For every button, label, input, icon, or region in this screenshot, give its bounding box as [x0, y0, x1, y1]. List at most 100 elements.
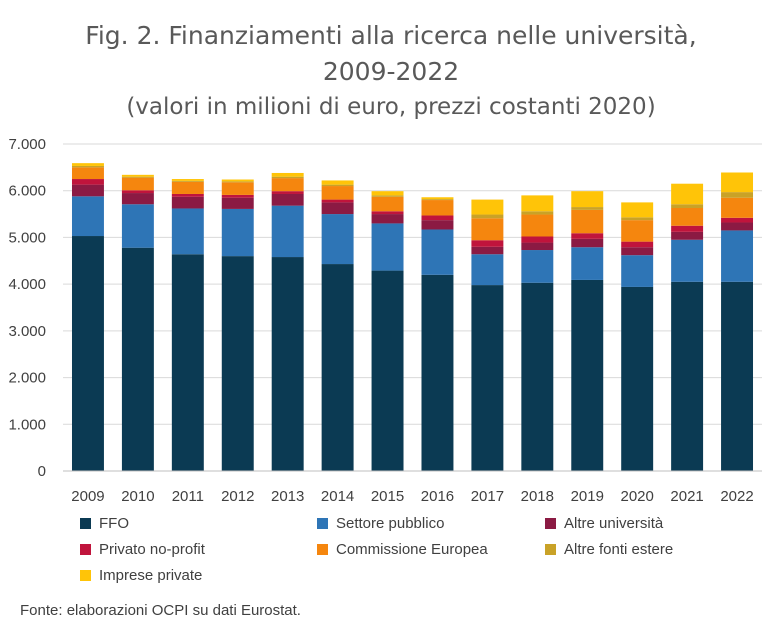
x-tick-label: 2022 — [720, 488, 753, 505]
bar-segment — [121, 174, 154, 177]
bar-segment — [721, 222, 754, 231]
bar-segment — [671, 239, 704, 282]
bar-segment — [471, 285, 504, 471]
bar-segment — [121, 190, 154, 194]
legend-label: Privato no-profit — [99, 541, 205, 558]
bar-segment — [471, 199, 504, 215]
bar-segment — [421, 199, 454, 201]
bar-segment — [321, 186, 354, 200]
bar-segment — [171, 254, 204, 471]
legend-label: Altre università — [564, 515, 664, 532]
bar-segment — [421, 200, 454, 216]
bar-segment — [271, 257, 304, 471]
bar-segment — [471, 218, 504, 241]
y-tick-label: 3.000 — [8, 323, 46, 340]
bar-segment — [271, 191, 304, 194]
bar-segment — [371, 191, 404, 196]
bar-segment — [571, 279, 604, 471]
x-tick-label: 2011 — [172, 488, 204, 505]
bar-segment — [471, 246, 504, 255]
bar-segment — [321, 180, 354, 185]
y-tick-label: 2.000 — [8, 370, 46, 387]
legend-item: Settore pubblico — [317, 515, 444, 532]
bar-segment — [71, 167, 104, 180]
legend-item: Altre università — [545, 515, 663, 532]
bar-segment — [71, 163, 104, 166]
x-tick-label: 2016 — [421, 488, 454, 505]
bar-segment — [71, 236, 104, 471]
legend-item: Privato no-profit — [80, 541, 205, 558]
x-tick-label: 2019 — [571, 488, 604, 505]
bar-segment — [621, 241, 654, 248]
source-note: Fonte: elaborazioni OCPI su dati Eurosta… — [20, 602, 301, 619]
bar-segment — [521, 236, 554, 243]
x-tick-label: 2010 — [121, 488, 154, 505]
bar-segment — [371, 223, 404, 271]
x-tick-label: 2018 — [521, 488, 554, 505]
bar-segment — [221, 181, 254, 183]
bar-segment — [621, 220, 654, 242]
chart-title-years: 2009-2022 — [322, 57, 460, 86]
bar-segment — [171, 193, 204, 197]
bar-segment — [521, 242, 554, 251]
legend-label: Commissione Europea — [336, 541, 488, 558]
legend-item: Imprese private — [80, 567, 202, 584]
bar-segment — [671, 207, 704, 226]
y-tick-label: 7.000 — [8, 136, 46, 153]
bar-segment — [221, 256, 254, 471]
x-tick-label: 2021 — [670, 488, 703, 505]
bar-segment — [221, 194, 254, 198]
bar-segment — [571, 238, 604, 248]
legend-item: Commissione Europea — [317, 541, 488, 558]
x-tick-label: 2013 — [271, 488, 304, 505]
bar-segment — [71, 179, 104, 185]
bar-segment — [521, 211, 554, 215]
bar-segment — [321, 199, 354, 203]
bar-segment — [571, 191, 604, 208]
bar-segment — [371, 270, 404, 471]
bar-segment — [621, 217, 654, 221]
bar-segment — [471, 214, 504, 219]
bar-segment — [271, 176, 304, 179]
bar-segment — [121, 247, 154, 471]
bar-segment — [671, 231, 704, 240]
bar-segment — [721, 230, 754, 282]
legend-swatch — [545, 544, 556, 555]
legend-swatch — [80, 570, 91, 581]
bar-segment — [71, 165, 104, 168]
chart-title: Fig. 2. Finanziamenti alla ricerca nelle… — [85, 21, 697, 50]
bar-segment — [421, 220, 454, 230]
bar-segment — [521, 250, 554, 283]
bar-segment — [521, 214, 554, 237]
bar-segment — [471, 240, 504, 247]
bar-segment — [171, 180, 204, 182]
y-tick-label: 0 — [38, 463, 46, 480]
bar-segment — [271, 172, 304, 177]
legend-label: Settore pubblico — [336, 515, 445, 532]
bar-segment — [621, 255, 654, 287]
chart-subtitle: (valori in milioni di euro, prezzi costa… — [126, 94, 656, 120]
y-tick-label: 6.000 — [8, 183, 46, 200]
bar-segment — [121, 193, 154, 205]
bar-segment — [121, 177, 154, 191]
bar-segment — [421, 197, 454, 200]
bar-segment — [371, 196, 404, 212]
bar-segment — [571, 207, 604, 210]
bar-segment — [221, 179, 254, 182]
bar-segment — [521, 282, 554, 471]
legend-item: FFO — [80, 515, 129, 532]
bar-segment — [321, 184, 354, 187]
bar-segment — [371, 214, 404, 224]
bar-segment — [321, 264, 354, 471]
bar-segment — [371, 211, 404, 215]
bar-segment — [421, 229, 454, 275]
bar-segment — [271, 193, 304, 206]
bar-segment — [271, 205, 304, 258]
bar-segment — [321, 214, 354, 265]
y-tick-label: 4.000 — [8, 276, 46, 293]
bar-segment — [571, 209, 604, 234]
y-tick-label: 5.000 — [8, 229, 46, 246]
legend-swatch — [80, 518, 91, 529]
bar-segment — [721, 281, 754, 471]
